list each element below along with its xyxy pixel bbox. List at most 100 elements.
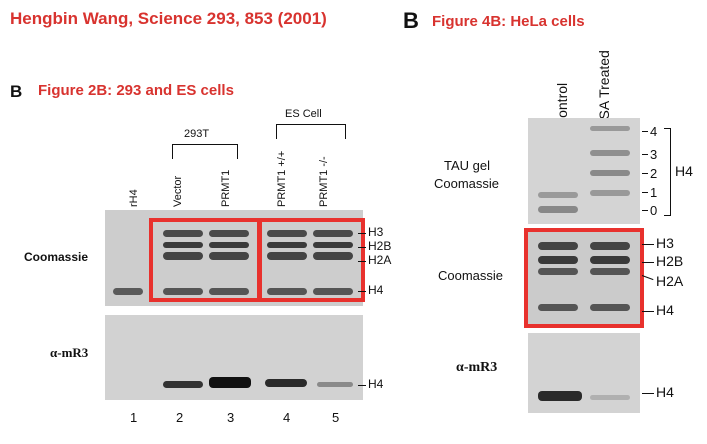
label-tick xyxy=(358,247,366,248)
gel-band xyxy=(209,252,249,260)
group-bracket-293t xyxy=(172,144,238,159)
lane-label-prmt1-ko: PRMT1 -/- xyxy=(318,156,330,207)
right-panel-letter: B xyxy=(403,8,419,33)
gel-band xyxy=(313,242,353,248)
gel-band xyxy=(113,288,143,295)
label-tick xyxy=(358,291,366,292)
row-label-antibody-right: α-mR3 xyxy=(456,360,498,375)
gel-band xyxy=(163,381,203,388)
tau-tick-1: 1 xyxy=(650,185,658,200)
left-panel-title: Figure 2B: 293 and ES cells xyxy=(38,82,234,99)
band-label-h2b-left: H2B xyxy=(368,239,392,253)
gel-band xyxy=(267,230,307,237)
left-panel-letter: B xyxy=(10,82,23,101)
gel-band xyxy=(267,252,307,260)
band-label-h3-left: H3 xyxy=(368,225,384,239)
band-label-h2a-right: H2A xyxy=(656,273,684,289)
antibody-gel-left xyxy=(105,315,363,400)
gel-band xyxy=(313,288,353,295)
citation: Hengbin Wang, Science 293, 853 (2001) xyxy=(10,9,327,28)
gel-band xyxy=(538,256,578,264)
gel-band xyxy=(590,190,630,196)
label-tick xyxy=(642,311,654,312)
gel-band xyxy=(209,288,249,295)
gel-band xyxy=(267,242,307,248)
tau-bracket xyxy=(664,128,671,216)
lane-label-vector: Vector xyxy=(172,175,184,207)
gel-band xyxy=(313,230,353,237)
lane-number-1: 1 xyxy=(130,410,138,425)
band-label-h4-left: H4 xyxy=(368,283,384,297)
row-label-antibody-left: α-mR3 xyxy=(50,345,89,360)
label-tick xyxy=(358,261,366,262)
label-tick xyxy=(642,244,654,245)
right-panel-title: Figure 4B: HeLa cells xyxy=(432,13,585,30)
gel-band xyxy=(265,379,307,387)
gel-band xyxy=(267,288,307,295)
gel-band xyxy=(590,126,630,131)
gel-band xyxy=(317,382,353,387)
gel-band xyxy=(538,391,582,401)
highlight-box-es-cell xyxy=(258,218,365,302)
gel-band xyxy=(590,150,630,156)
gel-band xyxy=(538,206,578,213)
row-label-coomassie-left: Coomassie xyxy=(24,250,89,264)
gel-band xyxy=(590,170,630,176)
tau-tick-3: 3 xyxy=(650,147,658,162)
group-bracket-es-cell xyxy=(276,124,346,139)
lane-number-3: 3 xyxy=(227,410,235,425)
lane-number-2: 2 xyxy=(176,410,184,425)
gel-band xyxy=(590,268,630,275)
band-label-h4-antibody-left: H4 xyxy=(368,377,384,391)
highlight-box-293t xyxy=(149,218,261,302)
gel-band xyxy=(538,304,578,311)
tau-gel xyxy=(528,118,640,224)
gel-band xyxy=(590,395,630,400)
gel-band xyxy=(538,268,578,275)
label-tick xyxy=(358,233,366,234)
group-label-293t: 293T xyxy=(184,128,210,140)
gel-band xyxy=(163,242,203,248)
label-tick xyxy=(358,385,366,386)
gel-band xyxy=(313,252,353,260)
tau-tick-2: 2 xyxy=(650,166,658,181)
tau-tick-0: 0 xyxy=(650,203,658,218)
band-label-h2a-left: H2A xyxy=(368,253,392,267)
gel-band xyxy=(209,377,251,388)
gel-band xyxy=(209,230,249,237)
lane-label-prmt1: PRMT1 xyxy=(220,169,232,207)
label-tick xyxy=(642,210,648,211)
band-label-h4-antibody-right: H4 xyxy=(656,384,674,400)
band-label-h2b-right: H2B xyxy=(656,253,684,269)
gel-band xyxy=(590,304,630,311)
label-tick xyxy=(642,262,654,263)
gel-band xyxy=(163,230,203,237)
highlight-box-hela xyxy=(524,228,644,328)
lane-label-tsa-treated: TSA Treated xyxy=(596,50,612,128)
row-label-tau-line1: TAU gel xyxy=(444,158,490,173)
gel-band xyxy=(163,252,203,260)
lane-label-rh4: rH4 xyxy=(128,189,140,207)
gel-band xyxy=(209,242,249,248)
group-label-es-cell: ES Cell xyxy=(285,108,322,120)
tau-tick-4: 4 xyxy=(650,124,658,139)
gel-band xyxy=(538,192,578,198)
label-tick xyxy=(642,173,648,174)
label-tick xyxy=(642,192,648,193)
lane-number-4: 4 xyxy=(283,410,291,425)
lane-label-prmt1-wt: PRMT1 +/+ xyxy=(276,150,288,207)
gel-band xyxy=(590,242,630,250)
gel-band xyxy=(590,256,630,264)
row-label-coomassie-right: Coomassie xyxy=(438,268,504,283)
coomassie-gel-right xyxy=(528,232,640,324)
row-label-tau-line2: Coomassie xyxy=(434,176,500,191)
label-tick xyxy=(642,131,648,132)
tau-group-label: H4 xyxy=(675,163,693,179)
label-tick xyxy=(642,154,648,155)
label-tick xyxy=(642,393,654,394)
coomassie-gel-left xyxy=(105,210,363,306)
band-label-h3-right: H3 xyxy=(656,235,674,251)
lane-number-5: 5 xyxy=(332,410,340,425)
antibody-gel-right xyxy=(528,333,640,413)
gel-band xyxy=(538,242,578,250)
